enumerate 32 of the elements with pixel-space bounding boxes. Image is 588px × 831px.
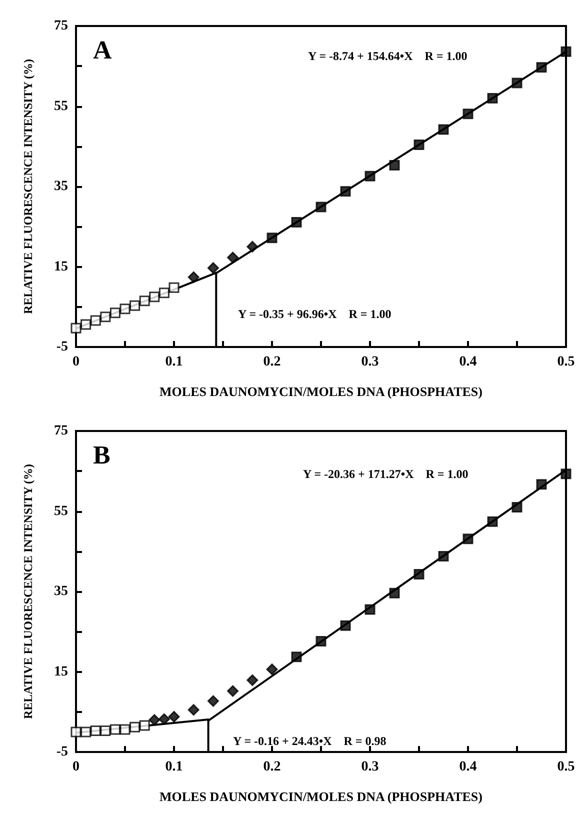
x-axis-title: MOLES DAUNOMYCIN/MOLES DNA (PHOSPHATES) xyxy=(160,384,482,399)
y-tick-label: 35 xyxy=(54,179,68,194)
x-tick-label: 0.4 xyxy=(459,354,477,370)
x-tick-label: 0.1 xyxy=(165,354,183,370)
y-tick-label: 75 xyxy=(54,424,68,438)
annotation: Y = -20.36 + 171.27•X R = 1.00 xyxy=(303,467,468,481)
x-tick-label: 0 xyxy=(72,354,80,370)
x-tick-label: 0.4 xyxy=(459,760,477,774)
x-tick-label: 0.3 xyxy=(361,760,379,774)
chart-title: A xyxy=(93,36,112,64)
x-axis-title: MOLES DAUNOMYCIN/MOLES DNA (PHOSPHATES) xyxy=(160,789,482,804)
x-tick-label: 0.1 xyxy=(165,760,183,774)
y-tick-label: -5 xyxy=(56,744,68,760)
y-tick-label: 55 xyxy=(54,504,68,519)
annotation: Y = -8.74 + 154.64•X R = 1.00 xyxy=(308,49,468,63)
y-tick-label: 15 xyxy=(54,664,68,680)
y-tick-label: 75 xyxy=(54,18,68,34)
y-tick-label: 35 xyxy=(54,584,68,599)
annotation: Y = -0.35 + 96.96•X R = 1.00 xyxy=(238,307,392,321)
y-axis-title: RELATIVE FLUORESCENCE INTENSITY (%) xyxy=(21,58,35,314)
x-tick-label: 0.2 xyxy=(263,760,281,774)
x-tick-label: 0.3 xyxy=(361,354,379,370)
y-tick-label: 55 xyxy=(54,98,68,114)
y-axis-title: RELATIVE FLUORESCENCE INTENSITY (%) xyxy=(21,464,35,720)
x-tick-label: 0.5 xyxy=(557,354,575,370)
annotation: Y = -0.16 + 24.43•X R = 0.98 xyxy=(233,734,386,748)
chart-title: B xyxy=(93,440,110,470)
y-tick-label: -5 xyxy=(56,340,68,354)
x-tick-label: 0.5 xyxy=(557,760,575,774)
y-tick-label: 15 xyxy=(54,259,68,274)
x-tick-label: 0 xyxy=(72,760,80,774)
x-tick-label: 0.2 xyxy=(263,354,281,370)
